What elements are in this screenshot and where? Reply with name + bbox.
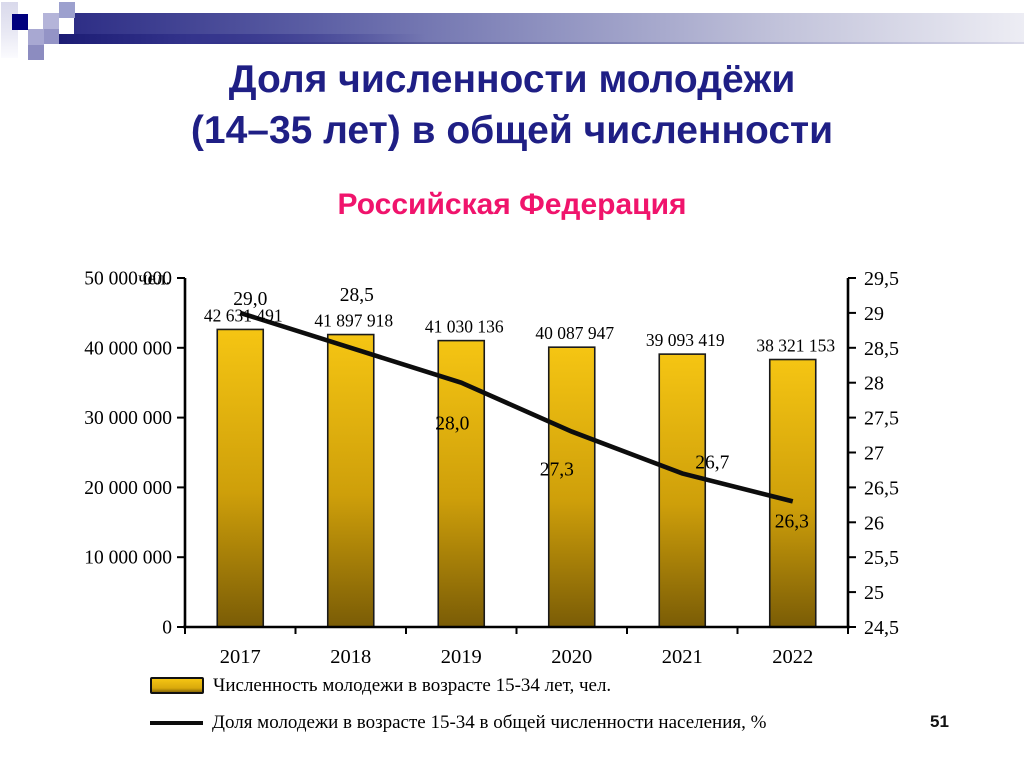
bar-2018	[326, 333, 375, 628]
decoration-square	[43, 13, 59, 29]
bar-2020	[547, 346, 596, 628]
right-axis-tick-label: 26,5	[864, 477, 899, 499]
bar-value-label: 40 087 947	[535, 323, 614, 343]
bar-2021	[658, 353, 707, 628]
bar-value-label: 41 897 918	[314, 311, 393, 331]
decoration-square	[28, 29, 44, 45]
legend-bar-swatch	[150, 677, 204, 694]
x-axis-category-label: 2022	[772, 646, 813, 668]
line-value-label: 27,3	[540, 460, 574, 481]
right-axis-tick-label: 25,5	[864, 547, 899, 569]
right-axis-tick-label: 25	[864, 582, 884, 604]
decoration-gradient-bar-lower	[59, 34, 1024, 44]
bar-value-label: 42 631 491	[204, 305, 283, 325]
bar-value-label: 41 030 136	[425, 317, 504, 337]
left-axis-tick-label: 30 000 000	[84, 408, 172, 429]
right-axis-tick-label: 29,5	[864, 268, 899, 290]
slide-title-line1: Доля численности молодёжи	[228, 58, 796, 101]
left-axis-tick-label: 50 000 000	[84, 269, 172, 290]
chart-legend: Численность молодежи в возрасте 15-34 ле…	[150, 667, 766, 741]
legend-row-bars: Численность молодежи в возрасте 15-34 ле…	[150, 667, 766, 704]
x-axis-category-label: 2019	[441, 646, 482, 668]
slide-title-line2: (14–35 лет) в общей численности	[190, 109, 834, 153]
left-axis-tick-label: 40 000 000	[84, 338, 172, 359]
line-series	[239, 310, 794, 504]
decoration-square-navy	[12, 14, 28, 30]
right-axis-tick-label: 29	[864, 303, 884, 325]
slide-title: Доля численности молодёжи (14–35 лет) в о…	[0, 54, 1024, 157]
right-axis-tick-label: 27,5	[864, 408, 899, 430]
x-axis-category-label: 2018	[330, 646, 371, 668]
right-axis-tick-label: 24,5	[864, 617, 899, 639]
page-number: 51	[930, 712, 949, 731]
decoration-square	[59, 2, 75, 18]
legend-row-line: Доля молодежи в возрасте 15-34 в общей ч…	[150, 704, 766, 741]
slide-subtitle: Российская Федерация	[337, 188, 687, 221]
x-axis-category-label: 2020	[551, 646, 592, 668]
line-value-label: 26,3	[775, 511, 809, 532]
right-axis-tick-label: 27	[864, 443, 884, 465]
left-axis-tick-label: 10 000 000	[84, 548, 172, 569]
line-value-label: 28,0	[435, 414, 469, 435]
line-value-label: 29,0	[233, 289, 267, 310]
right-axis-tick-label: 28	[864, 373, 884, 395]
bar-value-label: 38 321 153	[756, 336, 835, 356]
legend-line-label: Доля молодежи в возрасте 15-34 в общей ч…	[212, 711, 767, 733]
x-axis-category-label: 2021	[662, 646, 703, 668]
bar-value-label: 39 093 419	[646, 330, 725, 350]
line-value-label: 28,5	[340, 285, 374, 306]
left-axis-unit-label: чел.	[138, 269, 170, 290]
bar-2022	[768, 358, 817, 628]
x-axis-category-label: 2017	[220, 646, 261, 668]
bar-2017	[216, 328, 265, 628]
legend-bar-label: Численность молодежи в возрасте 15-34 ле…	[213, 674, 612, 696]
left-axis-tick-label: 20 000 000	[84, 478, 172, 499]
decoration-square	[28, 45, 44, 60]
right-axis-tick-label: 28,5	[864, 338, 899, 360]
line-value-label: 26,7	[695, 452, 729, 473]
left-axis-tick-label: 0	[162, 618, 172, 639]
legend-line-swatch	[150, 720, 203, 725]
decoration-square	[44, 29, 59, 44]
right-axis-tick-label: 26	[864, 512, 884, 534]
